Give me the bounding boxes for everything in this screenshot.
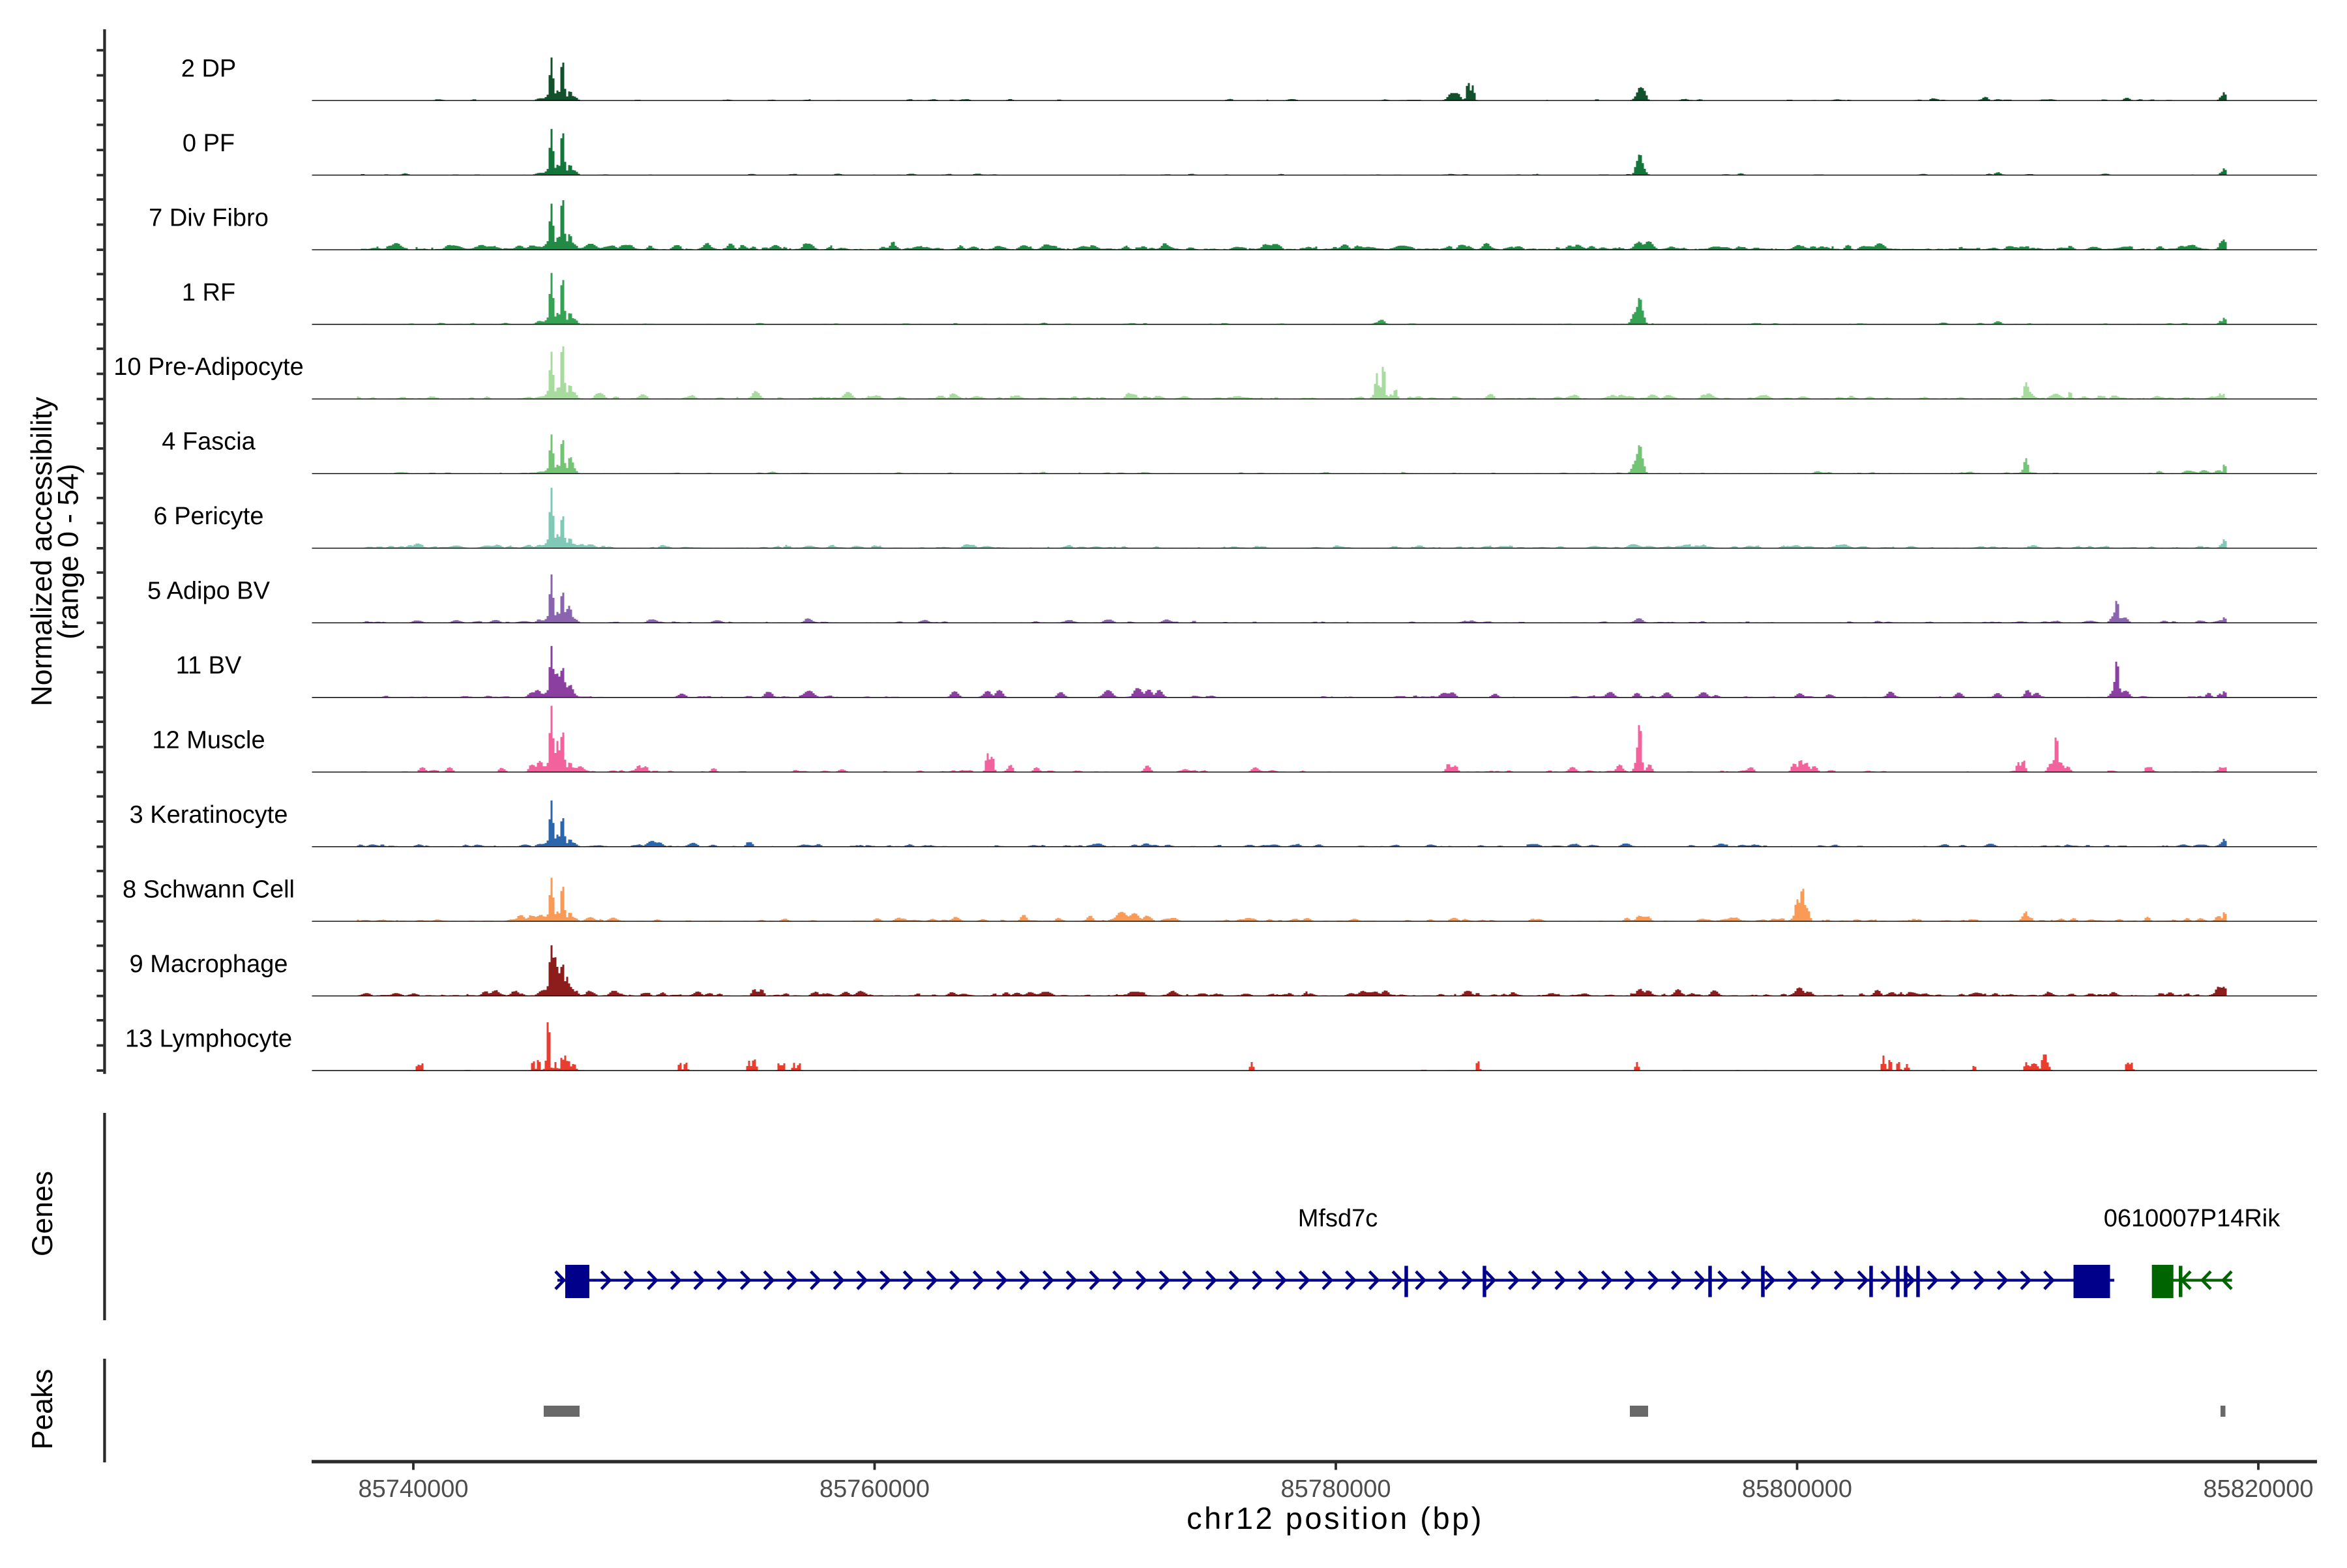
svg-text:0 PF: 0 PF — [183, 130, 235, 157]
svg-text:1 RF: 1 RF — [182, 279, 235, 306]
svg-text:10 Pre-Adipocyte: 10 Pre-Adipocyte — [113, 353, 304, 381]
svg-text:7 Div Fibro: 7 Div Fibro — [149, 204, 269, 231]
svg-text:11 BV: 11 BV — [176, 652, 242, 679]
svg-text:2 DP: 2 DP — [181, 55, 236, 82]
svg-text:3 Keratinocyte: 3 Keratinocyte — [130, 801, 288, 829]
svg-text:6 Pericyte: 6 Pericyte — [154, 503, 264, 530]
svg-text:Mfsd7c: Mfsd7c — [1298, 1205, 1378, 1232]
svg-text:12 Muscle: 12 Muscle — [152, 727, 265, 754]
svg-text:85800000: 85800000 — [1742, 1475, 1852, 1503]
svg-text:Normalized accessibility: Normalized accessibility — [26, 396, 58, 707]
svg-text:85740000: 85740000 — [358, 1475, 468, 1503]
svg-text:85780000: 85780000 — [1280, 1475, 1391, 1503]
svg-text:85820000: 85820000 — [2203, 1475, 2313, 1503]
svg-text:5 Adipo BV: 5 Adipo BV — [147, 578, 271, 605]
svg-text:9 Macrophage: 9 Macrophage — [130, 951, 288, 978]
svg-text:Genes: Genes — [27, 1171, 59, 1256]
svg-text:8 Schwann Cell: 8 Schwann Cell — [123, 876, 295, 903]
svg-text:13 Lymphocyte: 13 Lymphocyte — [125, 1025, 292, 1052]
svg-text:0610007P14Rik: 0610007P14Rik — [2104, 1205, 2281, 1232]
svg-text:4 Fascia: 4 Fascia — [162, 428, 256, 456]
svg-text:chr12 position (bp): chr12 position (bp) — [1187, 1501, 1484, 1535]
svg-text:Peaks: Peaks — [27, 1369, 59, 1450]
svg-text:(range 0 - 54): (range 0 - 54) — [53, 464, 85, 640]
svg-text:85760000: 85760000 — [819, 1475, 930, 1503]
